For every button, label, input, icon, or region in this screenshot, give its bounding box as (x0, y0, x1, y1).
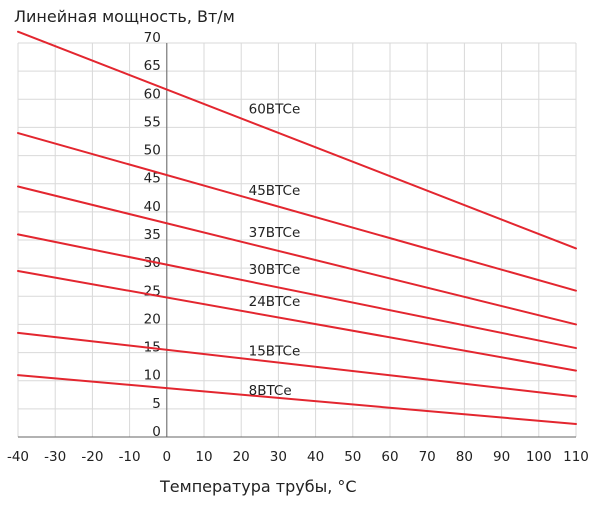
series-label: 30BTCe (249, 262, 301, 278)
series-label: 15BTCe (249, 343, 301, 359)
series-label: 24BTCe (249, 294, 301, 310)
series-line-37btce (17, 185, 577, 326)
x-tick-label: 60 (381, 449, 398, 465)
x-tick-label: 70 (419, 449, 436, 465)
x-tick-label: 100 (526, 449, 552, 465)
series-lines (17, 30, 577, 426)
y-tick-label: 45 (144, 171, 161, 187)
y-tick-label: 55 (144, 114, 161, 130)
y-tick-label: 65 (144, 58, 161, 74)
x-tick-label: 0 (163, 449, 172, 465)
x-tick-label: 80 (456, 449, 473, 465)
series-label: 8BTCe (249, 383, 292, 399)
x-axis-title: Температура трубы, °C (159, 477, 357, 496)
x-tick-label: 10 (195, 449, 212, 465)
series-label: 60BTCe (249, 101, 301, 117)
x-tick-label: 50 (344, 449, 361, 465)
x-tick-label: -20 (81, 449, 103, 465)
y-tick-label: 0 (152, 424, 161, 440)
axes (18, 43, 576, 438)
x-tick-labels: -40 -30 -20 -10 0 10 20 30 40 50 60 70 80 90 100 110 (7, 449, 589, 465)
x-tick-label: 90 (493, 449, 510, 465)
x-tick-label: -10 (119, 449, 141, 465)
y-tick-label: 35 (144, 227, 161, 243)
y-tick-label: 5 (152, 396, 161, 412)
y-tick-label: 30 (144, 255, 161, 271)
series-line-60btce (17, 30, 577, 250)
x-tick-label: 30 (270, 449, 287, 465)
y-tick-label: 50 (144, 143, 161, 159)
series-line-8btce (17, 374, 577, 426)
y-tick-label: 40 (144, 199, 161, 215)
x-tick-label: -40 (7, 449, 29, 465)
series-label: 37BTCe (249, 225, 301, 241)
y-tick-label: 20 (144, 311, 161, 327)
x-tick-label: 40 (307, 449, 324, 465)
x-tick-label: 110 (563, 449, 589, 465)
x-tick-label: -30 (44, 449, 66, 465)
series-line-24btce (17, 269, 577, 372)
x-tick-label: 20 (233, 449, 250, 465)
series-line-30btce (17, 233, 577, 350)
series-label: 45BTCe (249, 183, 301, 199)
series-labels: 60BTCe 45BTCe 37BTCe 30BTCe 24BTCe 15BTCe 8BTC… (249, 101, 301, 398)
y-tick-label: 60 (144, 86, 161, 102)
y-tick-label: 10 (144, 368, 161, 384)
y-tick-label: 70 (144, 30, 161, 46)
series-line-45btce (17, 132, 577, 292)
y-axis-title: Линейная мощность, Вт/м (14, 7, 235, 26)
series-line-15btce (17, 331, 577, 398)
